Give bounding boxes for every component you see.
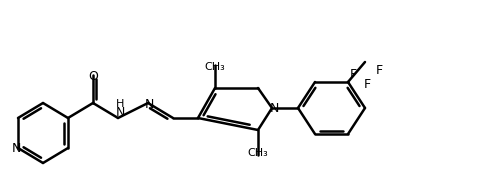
Text: N: N <box>11 141 21 155</box>
Text: CH₃: CH₃ <box>248 148 268 158</box>
Text: O: O <box>88 69 98 82</box>
Text: F: F <box>376 63 383 76</box>
Text: N: N <box>269 102 279 114</box>
Text: F: F <box>350 68 356 80</box>
Text: F: F <box>364 78 371 91</box>
Text: N: N <box>144 97 154 111</box>
Text: CH₃: CH₃ <box>205 62 226 72</box>
Text: H: H <box>116 99 124 109</box>
Text: N: N <box>115 106 125 119</box>
